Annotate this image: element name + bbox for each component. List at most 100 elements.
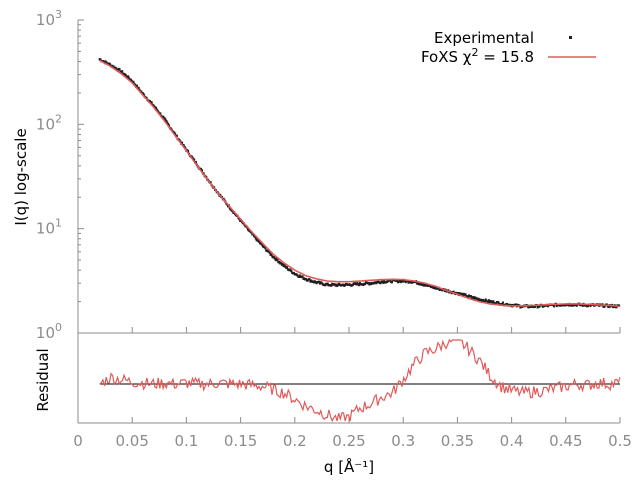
- legend-experimental-point: [569, 36, 572, 39]
- y-tick-label: 103: [36, 8, 62, 29]
- experimental-point: [318, 280, 321, 284]
- experimental-point: [276, 259, 279, 262]
- experimental-point: [389, 279, 392, 282]
- experimental-point: [364, 282, 367, 286]
- experimental-point: [308, 278, 311, 281]
- experimental-point: [607, 305, 610, 309]
- experimental-point: [127, 75, 130, 78]
- legend: Experimental FoXS χ2 = 15.8: [421, 29, 596, 66]
- experimental-point: [379, 281, 382, 285]
- legend-fit-prefix: FoXS χ: [421, 48, 472, 66]
- experimental-point: [267, 249, 270, 253]
- experimental-point: [326, 282, 329, 285]
- experimental-point: [399, 280, 402, 284]
- experimental-point: [289, 268, 292, 271]
- x-tick-label: 0.05: [115, 432, 148, 450]
- experimental-point: [274, 258, 277, 262]
- y-tick-label: 102: [36, 112, 62, 133]
- foxs-fit-line: [99, 59, 621, 308]
- experimental-point: [130, 79, 133, 83]
- experimental-point: [285, 266, 288, 269]
- experimental-point: [472, 295, 475, 299]
- experimental-point: [134, 83, 137, 87]
- x-tick-label: 0.5: [608, 432, 632, 450]
- experimental-point: [121, 70, 124, 73]
- experimental-point: [279, 261, 282, 265]
- experimental-point: [398, 279, 401, 282]
- experimental-point: [488, 299, 491, 302]
- legend-experimental-label: Experimental: [434, 29, 534, 47]
- experimental-point: [501, 301, 504, 304]
- experimental-point: [254, 237, 257, 240]
- x-tick-label: 0: [73, 432, 83, 450]
- experimental-point: [175, 134, 178, 137]
- experimental-point: [275, 257, 278, 260]
- experimental-point: [260, 243, 263, 246]
- x-tick-labels: 0 0.05 0.1 0.15 0.2 0.25 0.3 0.35 0.4 0.45 0.5: [73, 327, 632, 450]
- experimental-point: [492, 300, 495, 303]
- experimental-point: [99, 58, 102, 61]
- y-tick-label: 100: [36, 321, 62, 342]
- experimental-point: [283, 264, 286, 267]
- y-tick-labels: 100 101 102 103: [36, 8, 84, 342]
- experimental-point: [553, 305, 556, 308]
- x-tick-label: 0.45: [549, 432, 582, 450]
- y-tick-label: 101: [36, 217, 62, 238]
- experimental-point: [278, 260, 281, 264]
- experimental-point: [433, 285, 436, 289]
- x-tick-label: 0.1: [174, 432, 198, 450]
- x-tick-label: 0.2: [283, 432, 307, 450]
- x-tick-label: 0.4: [500, 432, 524, 450]
- experimental-point: [258, 240, 261, 243]
- experimental-point: [506, 303, 509, 306]
- experimental-point: [118, 68, 121, 71]
- experimental-point: [497, 301, 500, 304]
- experimental-point: [138, 88, 141, 92]
- experimental-point: [270, 253, 273, 256]
- experimental-point: [494, 302, 497, 305]
- experimental-point: [390, 280, 393, 284]
- experimental-point: [301, 275, 304, 278]
- experimental-point: [209, 181, 212, 184]
- experimental-point: [156, 109, 159, 113]
- experimental-point: [290, 269, 293, 273]
- experimental-point: [501, 302, 504, 306]
- experimental-point: [174, 132, 177, 136]
- experimental-point: [132, 80, 135, 84]
- experimental-point: [150, 101, 153, 104]
- experimental-point: [330, 284, 333, 287]
- experimental-point: [112, 65, 115, 68]
- experimental-point: [128, 77, 131, 80]
- experimental-point: [351, 283, 354, 286]
- experimental-point: [273, 257, 276, 260]
- experimental-point: [190, 155, 193, 158]
- x-tick-label: 0.35: [441, 432, 474, 450]
- experimental-point: [193, 158, 196, 161]
- experimental-point: [272, 256, 275, 259]
- experimental-point: [456, 292, 459, 295]
- experimental-point: [109, 63, 112, 66]
- residual-line: [99, 338, 621, 423]
- residual-axis-label: Residual: [34, 348, 52, 411]
- experimental-point: [129, 78, 132, 82]
- experimental-point: [153, 105, 156, 108]
- experimental-series: [98, 58, 621, 309]
- experimental-point: [103, 60, 106, 63]
- experimental-point: [534, 305, 537, 308]
- experimental-point: [469, 294, 472, 298]
- experimental-point: [382, 281, 385, 284]
- legend-fit-exp: 2: [471, 46, 478, 59]
- experimental-point: [487, 300, 490, 304]
- experimental-point: [483, 300, 486, 303]
- experimental-point: [191, 156, 194, 159]
- y-axis-label: I(q) log-scale: [12, 128, 30, 225]
- experimental-point: [181, 141, 184, 144]
- experimental-point: [256, 237, 259, 241]
- experimental-point: [268, 251, 271, 254]
- main-panel-frame: [77, 20, 620, 334]
- experimental-point: [159, 112, 162, 115]
- legend-experimental-marker: [569, 36, 572, 39]
- experimental-point: [402, 280, 405, 283]
- experimental-point: [264, 246, 267, 250]
